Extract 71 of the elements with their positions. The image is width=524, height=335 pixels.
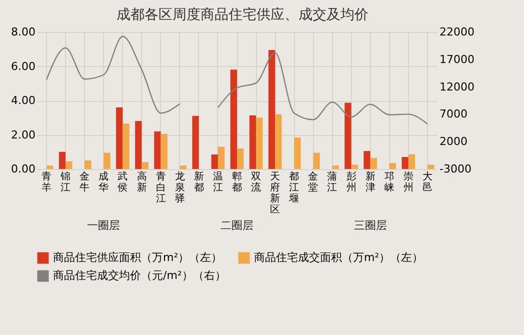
legend-label: 商品住宅成交均价（元/m²）（右） [53, 269, 226, 282]
bar [268, 50, 276, 169]
bar [313, 152, 320, 169]
bar [408, 154, 416, 169]
x-tick-label: 彭州 [346, 170, 356, 194]
x-tick-label: 新津 [365, 170, 376, 194]
x-tick-label: 青白江 [156, 170, 166, 204]
bar [58, 152, 66, 169]
bar [230, 70, 237, 169]
bar [218, 146, 225, 169]
chart-title: 成都各区周度商品住宅供应、成交及均价 [116, 7, 368, 23]
bar [66, 161, 72, 169]
bar [294, 137, 301, 169]
x-tick-label: 郫都 [232, 170, 242, 194]
bar [160, 134, 168, 169]
y2-tick-label: 22000 [440, 26, 474, 38]
x-tick-label: 成华 [98, 170, 109, 194]
y-tick-label: 6.00 [11, 60, 36, 73]
bar [332, 166, 339, 169]
bar [237, 148, 244, 169]
bar [135, 121, 142, 169]
bar [256, 118, 263, 169]
text: 二圈层 [220, 219, 254, 232]
x-tick-label: 锦江 [60, 172, 71, 194]
y-tick-label: 0.00 [11, 162, 36, 176]
bar [211, 154, 218, 169]
bar [122, 124, 130, 169]
y2-tick-label: 7000 [440, 108, 468, 121]
x-tick-label: 邛崃 [384, 172, 394, 194]
x-tick-label: 金堂 [308, 170, 318, 194]
bar [84, 160, 92, 169]
x-tick-label: 天府新区 [270, 172, 280, 216]
bar [249, 115, 256, 169]
x-tick-label: 双流 [251, 172, 262, 194]
x-tick-label: 温江 [212, 170, 223, 194]
bar [402, 157, 408, 169]
x-tick-label: 高新 [136, 170, 147, 194]
x-tick-label: 龙泉驿 [174, 170, 185, 204]
bar [351, 164, 358, 169]
bar [364, 151, 370, 169]
bar [344, 102, 352, 169]
legend-label: 商品住宅成交面积（万m²）（左） [254, 251, 424, 264]
bar [46, 166, 54, 169]
bar [192, 116, 199, 169]
y2-tick-label: 2000 [440, 135, 468, 148]
y2-tick-label: 17000 [440, 52, 474, 66]
x-tick-label: 武侯 [118, 170, 128, 194]
x-tick-label: 金牛 [80, 170, 90, 194]
x-tick-label: 青羊 [42, 170, 52, 194]
bar [116, 107, 123, 169]
bar [389, 163, 396, 169]
bar [427, 164, 434, 169]
y-tick-label: 4.00 [11, 94, 36, 107]
x-tick-label: 新都 [194, 170, 204, 194]
legend-label: 商品住宅供应面积（万m²）（左） [53, 251, 222, 264]
text: 三圈层 [354, 219, 387, 232]
x-tick-label: 都江堰 [288, 170, 300, 204]
x-tick-label: 大邑 [422, 170, 432, 194]
text: 一圈层 [87, 219, 120, 232]
bar [275, 114, 282, 169]
y-tick-label: 8.00 [11, 26, 36, 38]
x-tick-label: 蒲江 [327, 170, 338, 194]
bar [370, 158, 377, 169]
y2-tick-label: -3000 [440, 162, 472, 176]
x-tick-label: 崇州 [403, 170, 414, 194]
bar [104, 152, 110, 169]
bar [154, 131, 161, 169]
y-tick-label: 2.00 [11, 128, 36, 142]
bar [142, 162, 148, 169]
y2-tick-label: 12000 [440, 80, 474, 94]
bar [180, 166, 187, 169]
